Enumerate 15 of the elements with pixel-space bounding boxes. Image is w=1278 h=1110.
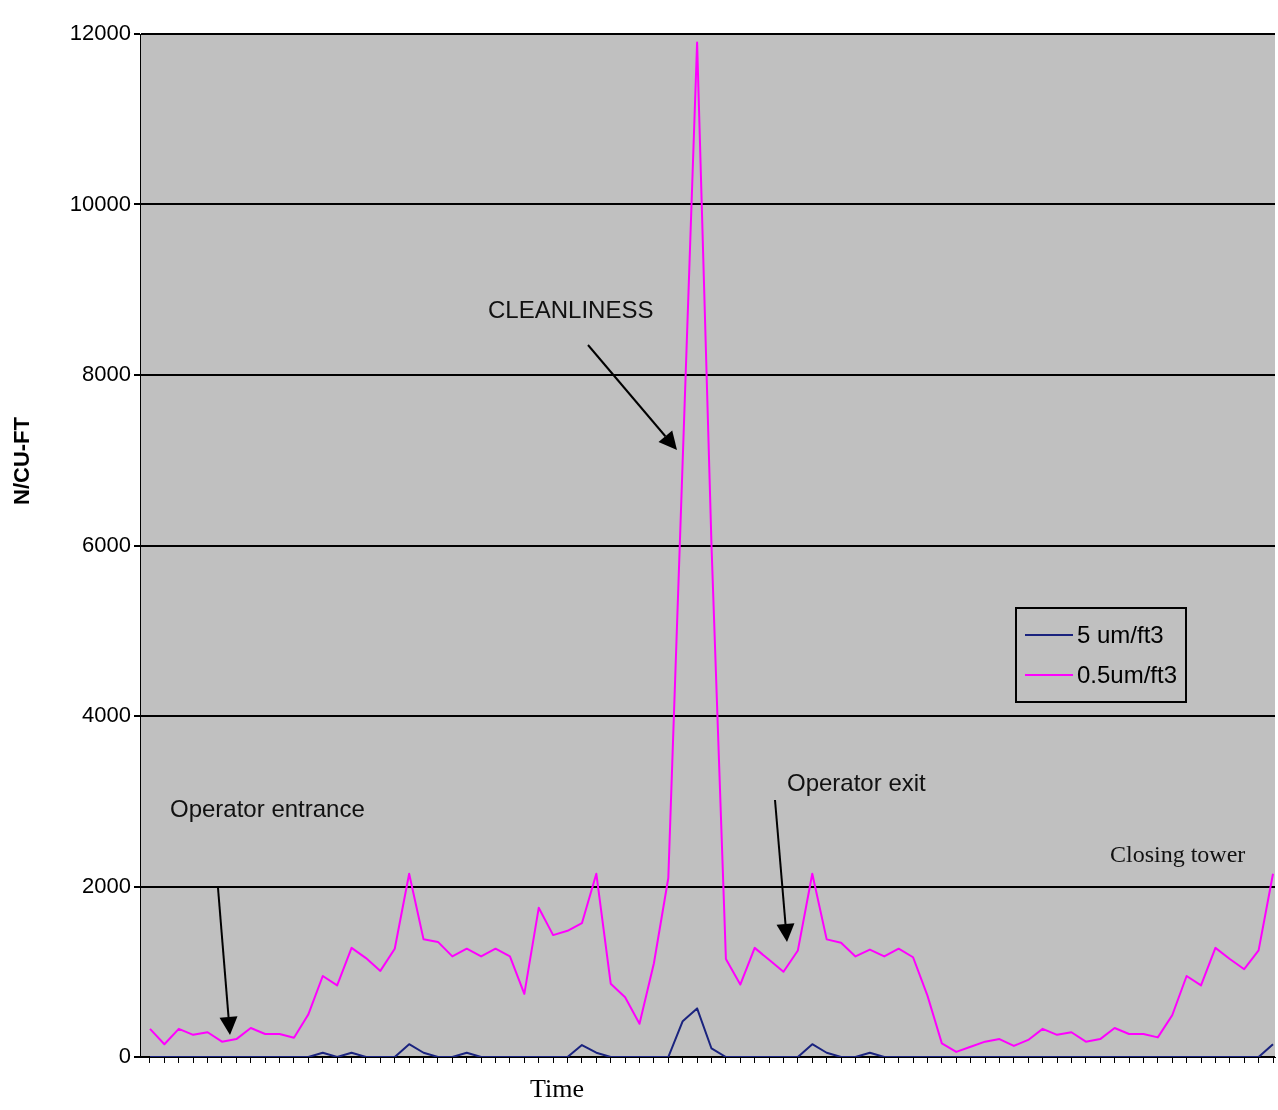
- legend-label: 5 um/ft3: [1077, 621, 1164, 649]
- legend-label: 0.5um/ft3: [1077, 661, 1178, 689]
- y-tick-label: 2000: [82, 872, 131, 898]
- annotation: Operator exit: [787, 769, 926, 797]
- y-tick-label: 12000: [69, 20, 131, 46]
- annotation: Operator entrance: [170, 795, 365, 823]
- y-axis-title: N/CU-FT: [9, 416, 35, 507]
- annotation: CLEANLINESS: [488, 296, 654, 324]
- y-tick-label: 8000: [82, 361, 131, 387]
- y-tick-label: 10000: [69, 190, 131, 216]
- y-tick-label: 0: [118, 1043, 131, 1069]
- y-tick-label: 4000: [82, 702, 131, 728]
- annotation: Closing tower: [1110, 841, 1246, 868]
- x-axis-title: Time: [530, 1074, 584, 1104]
- y-tick-label: 6000: [82, 531, 131, 557]
